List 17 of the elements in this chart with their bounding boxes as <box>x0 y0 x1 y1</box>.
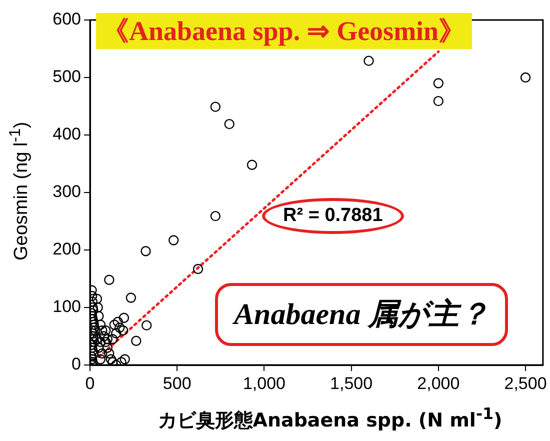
x-tick-label: 0 <box>85 374 95 393</box>
x-tick-label: 1,500 <box>330 374 373 393</box>
chart-title: 《Anabaena spp. ⇒ Geosmin》 <box>96 13 472 49</box>
y-tick-label: 300 <box>52 182 81 202</box>
y-tick-label: 500 <box>52 67 81 86</box>
y-tick-label: 400 <box>52 124 81 144</box>
x-tick-label: 2,000 <box>417 374 460 393</box>
y-tick-label: 100 <box>52 297 81 316</box>
x-tick-label: 500 <box>162 374 192 393</box>
y-tick-label: 200 <box>52 240 81 259</box>
y-tick-label: 0 <box>72 354 81 374</box>
x-tick-label: 1,000 <box>242 374 286 393</box>
annotation: R² = 0.7881 <box>262 198 404 234</box>
x-tick-label: 2,500 <box>504 374 547 393</box>
y-tick-label: 600 <box>52 10 81 29</box>
x-axis-title: カビ臭形態Anabaena spp. (N ml$^{-1}$) <box>156 404 504 434</box>
annotation: Anabaena 属が主？ <box>215 283 508 346</box>
